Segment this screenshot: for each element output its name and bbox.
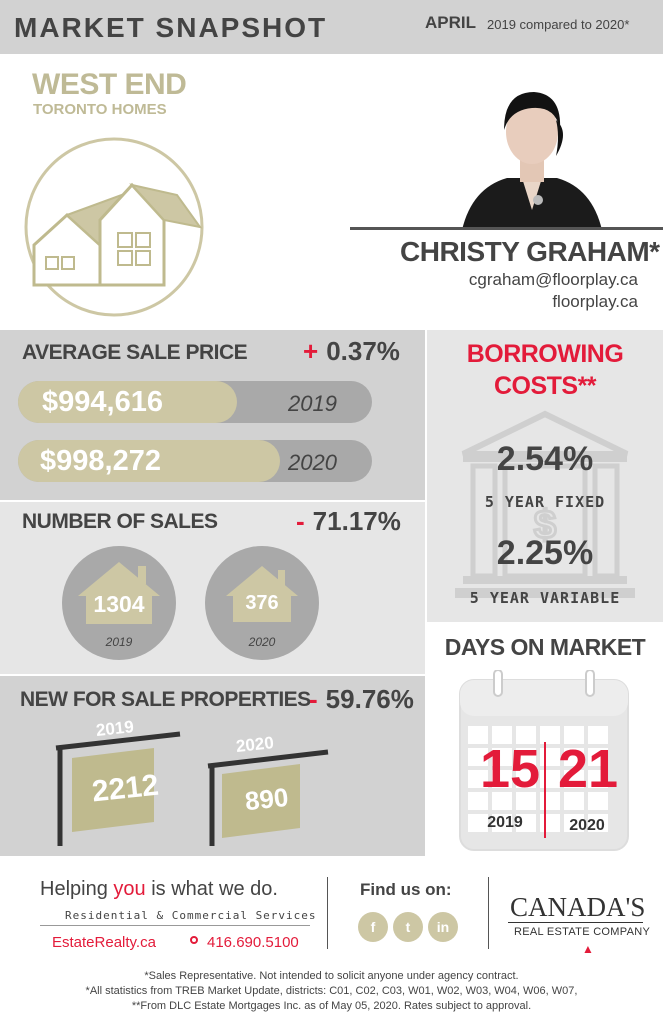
variable-rate-label: 5 YEAR VARIABLE (469, 589, 621, 607)
bullet-icon (190, 936, 198, 944)
price-bar-fill-2019 (18, 381, 237, 423)
new-value-2020: 890 (243, 781, 290, 817)
agent-photo (462, 92, 602, 230)
phone-link[interactable]: 416.690.5100 (207, 934, 299, 951)
new-for-sale-change: -59.76% (309, 684, 414, 715)
sales-value-2020: 376 (245, 592, 279, 614)
new-year-2019: 2019 (95, 717, 135, 740)
sales-value-2019: 1304 (93, 591, 145, 617)
sales-year-2019: 2019 (105, 635, 133, 649)
price-year-2020: 2020 (288, 450, 337, 475)
new-year-2020: 2020 (235, 733, 275, 756)
agent-website-link[interactable]: floorplay.ca (552, 292, 638, 311)
footnote: **From DLC Estate Mortgages Inc. as of M… (131, 1000, 532, 1012)
days-value-2020: 21 (557, 739, 619, 799)
footer-vertical-divider (327, 877, 328, 949)
change-value: 71.17% (312, 506, 401, 536)
brand-logo-top: CANADA'S (510, 892, 646, 922)
tagline-part: is what we do. (145, 878, 278, 900)
footer-divider (40, 925, 310, 926)
brokerage-website-link[interactable]: EstateRealty.ca (52, 934, 156, 951)
period-month: APRIL (425, 13, 476, 32)
days-value-2019: 15 (479, 739, 541, 799)
new-value-2019: 2212 (90, 768, 161, 809)
borrowing-title-line2: COSTS** (493, 372, 597, 400)
variable-rate-value: 2.25% (496, 534, 594, 572)
days-year-2020: 2020 (569, 817, 605, 834)
average-price-title: AVERAGE SALE PRICE (22, 341, 248, 364)
change-sign: - (296, 506, 305, 536)
borrowing-costs-panel (427, 330, 663, 622)
house-outline-icon (24, 137, 204, 317)
brand-divider (508, 922, 643, 923)
fixed-rate-value: 2.54% (496, 440, 594, 478)
brand-logo-bottom: REAL ESTATE COMPANY (514, 926, 651, 938)
find-us-label: Find us on: (360, 880, 452, 899)
borrowing-title-line1: BORROWING (466, 340, 624, 368)
twitter-icon[interactable]: t (393, 912, 423, 942)
svg-text:$: $ (534, 503, 556, 547)
tagline-part: Helping (40, 878, 114, 900)
maple-leaf-icon: ▲ (582, 942, 594, 956)
footnote: *All statistics from TREB Market Update,… (85, 985, 578, 997)
price-value-2019: $994,616 (42, 386, 163, 418)
number-of-sales-title: NUMBER OF SALES (22, 510, 218, 533)
linkedin-icon[interactable]: in (428, 912, 458, 942)
header-bar (0, 0, 663, 54)
house-icon (226, 566, 298, 622)
facebook-icon[interactable]: f (358, 912, 388, 942)
page-title: MARKET SNAPSHOT (14, 12, 328, 43)
sales-year-2020: 2020 (248, 635, 276, 649)
period-comparison: 2019 compared to 2020* (487, 17, 630, 32)
change-sign: - (309, 684, 318, 714)
change-sign: + (303, 336, 319, 366)
footer-vertical-divider (488, 877, 489, 949)
agent-name: CHRISTY GRAHAM* (400, 236, 660, 267)
number-of-sales-change: -71.17% (296, 506, 401, 537)
tagline-highlight: you (113, 878, 146, 900)
borrowing-costs-title: BORROWING COSTS** (427, 338, 663, 402)
days-year-2019: 2019 (487, 814, 523, 831)
agent-divider (350, 227, 663, 230)
services-text: Residential & Commercial Services (65, 909, 317, 922)
house-icon (78, 562, 160, 624)
change-value: 0.37% (326, 336, 400, 366)
footnote: *Sales Representative. Not intended to s… (144, 970, 519, 982)
agent-email-link[interactable]: cgraham@floorplay.ca (468, 270, 638, 289)
bank-icon: $ (455, 410, 635, 598)
area-subtitle: TORONTO HOMES (33, 101, 167, 118)
price-year-2019: 2019 (288, 391, 337, 416)
fixed-rate-label: 5 YEAR FIXED (484, 493, 606, 511)
tagline: Helping you is what we do. (40, 878, 278, 901)
calendar-icon (459, 670, 629, 851)
area-title: WEST END (32, 68, 187, 101)
new-for-sale-title: NEW FOR SALE PROPERTIES (20, 688, 311, 711)
price-value-2020: $998,272 (40, 445, 161, 477)
average-price-change: +0.37% (303, 336, 400, 367)
price-bar-fill-2020 (18, 440, 280, 482)
for-sale-sign-icon (55, 731, 181, 846)
for-sale-sign-icon (207, 749, 329, 846)
change-value: 59.76% (325, 684, 414, 714)
days-on-market-title: DAYS ON MARKET (444, 634, 646, 660)
